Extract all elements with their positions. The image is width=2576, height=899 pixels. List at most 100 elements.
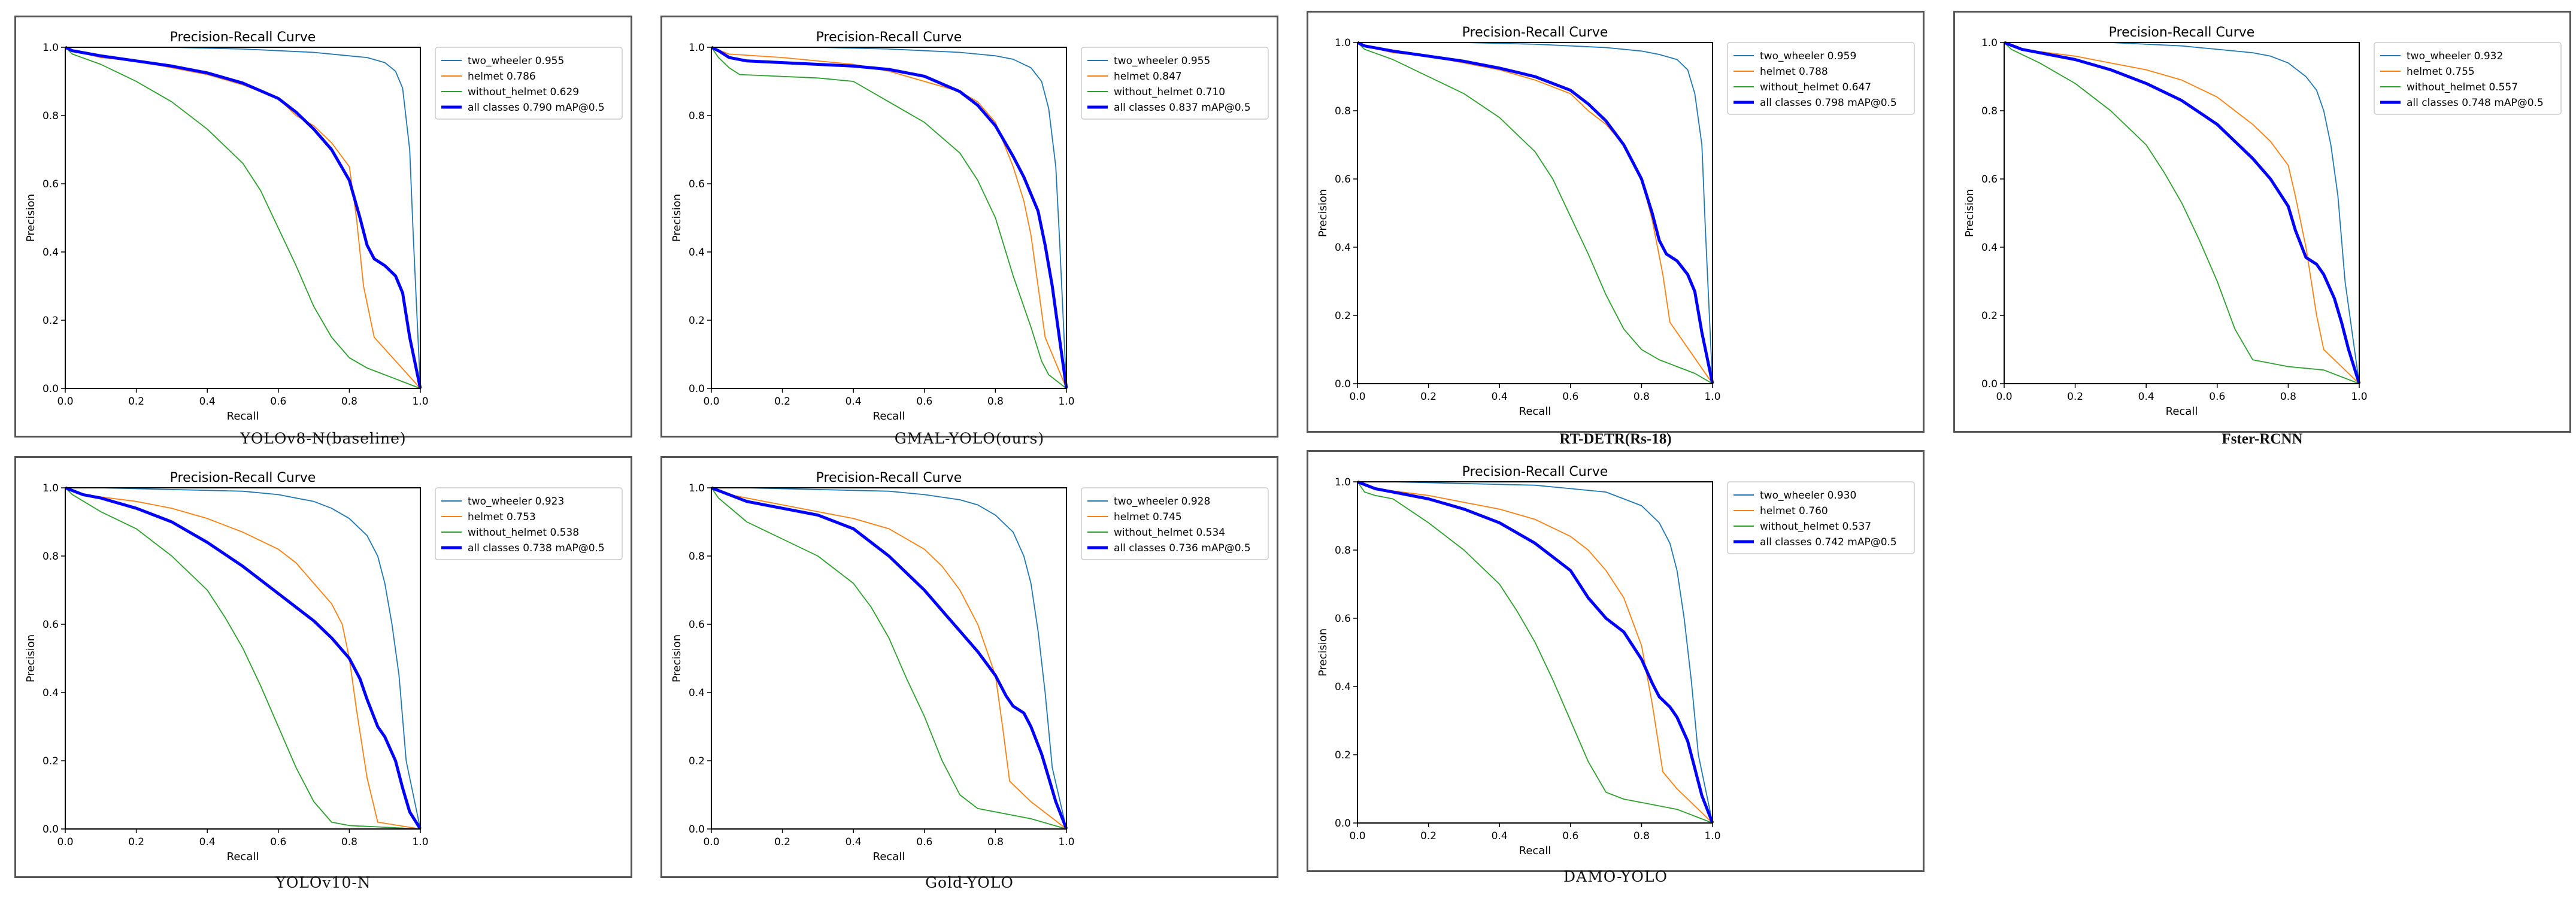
x-tick-label: 0.4 [1492, 391, 1508, 403]
x-axis-label: Recall [227, 410, 259, 423]
y-tick-label: 1.0 [43, 42, 59, 54]
series-line-without-helmet [1357, 481, 1713, 824]
series-line-without-helmet [711, 487, 1067, 830]
y-tick-label: 0.2 [689, 755, 705, 767]
legend-entry: without_helmet 0.534 [1114, 527, 1225, 539]
x-axis-label: Recall [873, 410, 905, 423]
legend-box [1081, 487, 1269, 560]
series-line-two-wheeler [2004, 42, 2360, 384]
legend-entry: two_wheeler 0.932 [2407, 50, 2503, 62]
y-tick-label: 0.4 [1335, 681, 1351, 693]
y-tick-label: 1.0 [689, 482, 705, 494]
chart-title: Precision-Recall Curve [816, 30, 962, 45]
axes-frame [711, 487, 1067, 830]
chart-title: Precision-Recall Curve [816, 470, 962, 485]
series-line-two-wheeler [65, 47, 421, 389]
chart-title: Precision-Recall Curve [1462, 25, 1608, 40]
pr-chart-panel: Precision-Recall Curve 0.0 0.2 0.4 0.6 0.8 1.0… [660, 16, 1278, 438]
legend: two_wheeler 0.955 helmet 0.847 without_hel… [1081, 47, 1269, 120]
x-tick-label: 0.8 [1634, 830, 1650, 842]
legend: two_wheeler 0.932 helmet 0.755 without_hel… [2374, 42, 2562, 115]
y-tick-label: 0.0 [1335, 818, 1351, 830]
y-tick-label: 0.6 [1335, 613, 1351, 625]
series-line-two-wheeler [711, 487, 1067, 830]
x-tick-label: 0.2 [2067, 391, 2083, 403]
x-tick-label: 0.4 [199, 836, 216, 848]
series-line-two-wheeler [65, 487, 421, 830]
y-axis-label: Precision [25, 634, 37, 682]
legend-entry: without_helmet 0.537 [1760, 521, 1871, 533]
y-axis-label: Precision [1317, 189, 1329, 237]
y-tick-label: 0.2 [1335, 749, 1351, 761]
legend-entry: without_helmet 0.538 [468, 527, 579, 539]
y-tick-label: 0.6 [1981, 174, 1998, 186]
y-tick-label: 0.8 [1335, 545, 1351, 557]
y-tick-label: 0.6 [689, 619, 705, 631]
legend-entry: helmet 0.755 [2407, 66, 2475, 78]
legend: two_wheeler 0.928 helmet 0.745 without_hel… [1081, 487, 1269, 560]
x-tick-label: 0.4 [845, 396, 862, 408]
x-tick-label: 0.2 [774, 836, 790, 848]
x-tick-label: 0.2 [774, 396, 790, 408]
y-tick-label: 0.2 [43, 315, 59, 327]
panel-caption: YOLOv10-N [275, 874, 371, 891]
legend-entry: without_helmet 0.647 [1760, 81, 1871, 93]
series-line-helmet [711, 47, 1067, 389]
series-line-all-classes [710, 45, 1068, 389]
y-tick-label: 0.4 [43, 247, 59, 259]
y-tick-label: 0.6 [43, 178, 59, 190]
series-line-without-helmet [1357, 42, 1713, 384]
series-line-helmet [2004, 42, 2360, 384]
x-tick-label: 0.8 [2280, 391, 2296, 403]
series-line-two-wheeler [711, 47, 1067, 389]
pr-chart-svg: Precision-Recall Curve 0.0 0.2 0.4 0.6 0.8 1.0… [1317, 25, 1915, 418]
legend-box [435, 47, 623, 120]
series-line-without-helmet [2004, 42, 2360, 384]
x-axis-label: Recall [873, 851, 905, 863]
chart-title: Precision-Recall Curve [2109, 25, 2255, 40]
series-line-helmet [65, 47, 421, 389]
x-axis-label: Recall [227, 851, 259, 863]
legend-box [1727, 42, 1915, 115]
legend-box [1727, 481, 1915, 554]
y-tick-label: 0.8 [43, 110, 59, 122]
chart-title: Precision-Recall Curve [170, 30, 316, 45]
x-tick-label: 0.0 [57, 396, 73, 408]
series-line-without-helmet [711, 47, 1067, 389]
legend-entry: two_wheeler 0.928 [1114, 496, 1210, 508]
x-tick-label: 0.6 [916, 396, 932, 408]
x-tick-label: 0.2 [128, 396, 144, 408]
axes-frame [1357, 42, 1713, 384]
pr-chart-panel: Precision-Recall Curve 0.0 0.2 0.4 0.6 0.8 1.0… [1307, 450, 1925, 872]
y-tick-label: 0.0 [43, 383, 59, 395]
x-tick-label: 0.4 [845, 836, 862, 848]
series-line-all-classes [1356, 41, 1714, 384]
y-tick-label: 0.4 [1981, 242, 1998, 254]
x-tick-label: 0.2 [128, 836, 144, 848]
legend-entry: all classes 0.798 mAP@0.5 [1760, 97, 1897, 109]
y-tick-label: 0.0 [1981, 378, 1998, 390]
legend-entry: helmet 0.745 [1114, 511, 1182, 523]
legend-entry: without_helmet 0.629 [468, 86, 579, 98]
y-tick-label: 0.8 [1981, 105, 1998, 117]
legend-entry: without_helmet 0.557 [2407, 81, 2518, 93]
y-tick-label: 0.8 [1335, 105, 1351, 117]
x-tick-label: 0.8 [987, 836, 1004, 848]
y-tick-label: 0.6 [1335, 174, 1351, 186]
legend-entry: two_wheeler 0.959 [1760, 50, 1856, 62]
axes-frame [711, 47, 1067, 389]
chart-title: Precision-Recall Curve [1462, 464, 1608, 479]
legend-entry: helmet 0.753 [468, 511, 536, 523]
y-tick-label: 0.4 [689, 687, 705, 699]
y-tick-label: 0.8 [43, 551, 59, 563]
x-tick-label: 0.6 [270, 396, 286, 408]
x-tick-label: 1.0 [1058, 396, 1074, 408]
y-axis-label: Precision [1963, 189, 1976, 237]
legend-entry: helmet 0.847 [1114, 71, 1182, 83]
legend-box [2374, 42, 2562, 115]
pr-chart-panel: Precision-Recall Curve 0.0 0.2 0.4 0.6 0.8 1.0… [14, 456, 632, 878]
x-tick-label: 0.0 [1349, 830, 1365, 842]
pr-chart-svg: Precision-Recall Curve 0.0 0.2 0.4 0.6 0.8 1.0… [25, 470, 623, 863]
legend-entry: two_wheeler 0.955 [468, 55, 564, 67]
legend-entry: all classes 0.736 mAP@0.5 [1114, 542, 1251, 554]
